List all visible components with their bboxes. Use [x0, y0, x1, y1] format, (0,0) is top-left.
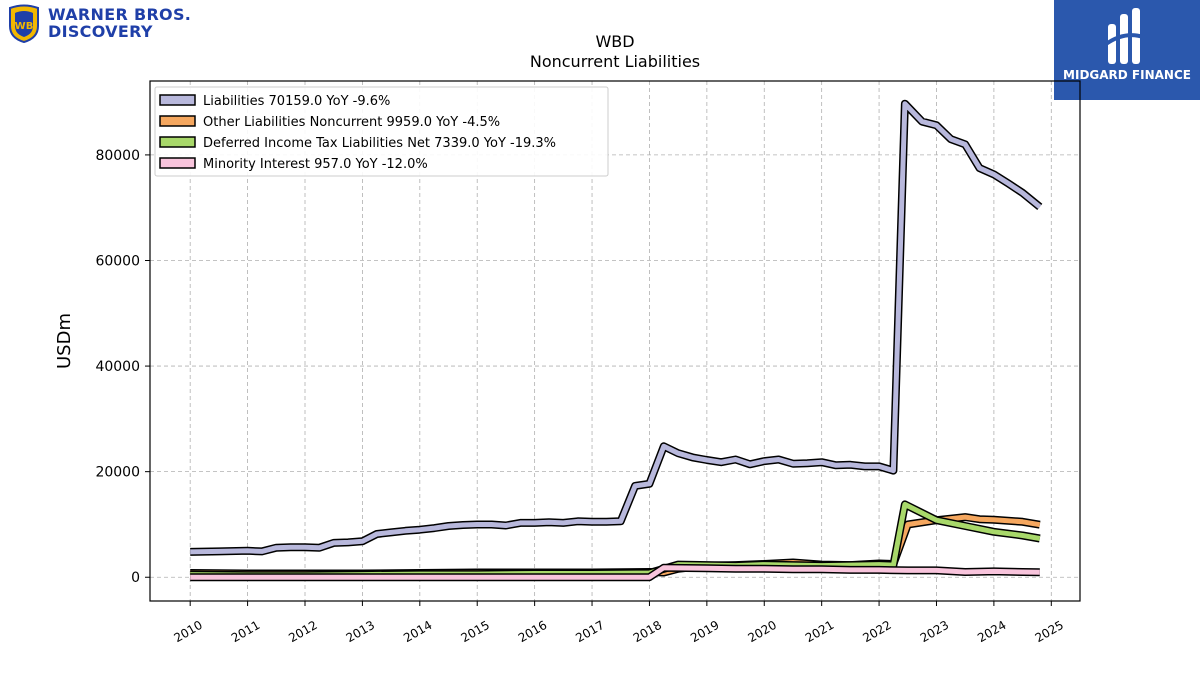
- x-tick-label: 2024: [975, 618, 1008, 645]
- x-tick-label: 2012: [286, 618, 319, 645]
- finance-name: MIDGARD FINANCE: [1063, 68, 1191, 82]
- series-3: [190, 563, 1040, 582]
- y-tick-label: 20000: [95, 465, 140, 481]
- legend-box: [154, 86, 609, 177]
- x-tick-label: 2021: [803, 618, 836, 645]
- legend-swatch: [159, 94, 196, 106]
- x-tick-label: 2017: [573, 618, 606, 645]
- legend-swatch: [159, 115, 196, 127]
- x-tick-label: 2016: [516, 618, 549, 645]
- svg-text:WB: WB: [15, 21, 34, 32]
- y-tick-label: 0: [131, 570, 140, 586]
- brand-line-1: WARNER BROS.: [48, 5, 192, 24]
- x-tick-label: 2010: [171, 618, 204, 645]
- x-axis: 2010 2011 2012 2013 2014 2015 2016 2017 2018 2019…: [171, 601, 1066, 645]
- y-axis: 0 20000 40000 60000 80000: [95, 148, 150, 586]
- x-tick-label: 2011: [229, 618, 262, 645]
- legend-label: Other Liabilities Noncurrent 9959.0 YoY …: [203, 115, 500, 130]
- x-tick-label: 2025: [1033, 618, 1066, 645]
- x-tick-label: 2018: [631, 618, 664, 645]
- chart-subtitle: Noncurrent Liabilities: [530, 52, 700, 71]
- midgard-emblem-icon: [1104, 8, 1147, 64]
- series-2: [190, 500, 1041, 580]
- legend-label: Liabilities 70159.0 YoY -9.6%: [203, 94, 390, 109]
- series-line: [190, 501, 1041, 578]
- warner-bros-discovery-logo: WB: [9, 4, 39, 44]
- series-layer: [190, 99, 1043, 582]
- series-line: [190, 565, 1040, 580]
- x-tick-label: 2022: [860, 618, 893, 645]
- series-line: [190, 101, 1042, 555]
- x-tick-label: 2013: [344, 618, 377, 645]
- plot-frame: [149, 80, 1081, 602]
- y-tick-label: 60000: [95, 253, 140, 269]
- legend-swatch: [159, 136, 196, 148]
- legend-label: Deferred Income Tax Liabilities Net 7339…: [203, 136, 556, 151]
- brand-wordmark: WARNER BROS. DISCOVERY: [48, 6, 191, 40]
- x-tick-label: 2019: [688, 618, 721, 645]
- x-tick-label: 2014: [401, 618, 434, 645]
- series-line-outline: [190, 500, 1041, 580]
- legend-label: Minority Interest 957.0 YoY -12.0%: [203, 157, 428, 172]
- x-tick-label: 2020: [746, 618, 779, 645]
- y-tick-label: 40000: [95, 359, 140, 375]
- brand-line-2: DISCOVERY: [48, 22, 153, 41]
- y-axis-label: USDm: [54, 313, 75, 369]
- midgard-finance-logo: MIDGARD FINANCE: [1054, 0, 1200, 100]
- chart-title: WBD: [595, 32, 634, 51]
- x-tick-label: 2015: [458, 618, 491, 645]
- y-tick-label: 80000: [95, 148, 140, 164]
- x-tick-label: 2023: [918, 618, 951, 645]
- legend: Liabilities 70159.0 YoY -9.6% Other Liabi…: [154, 86, 609, 177]
- series-0: [190, 99, 1043, 556]
- legend-swatch: [159, 157, 196, 169]
